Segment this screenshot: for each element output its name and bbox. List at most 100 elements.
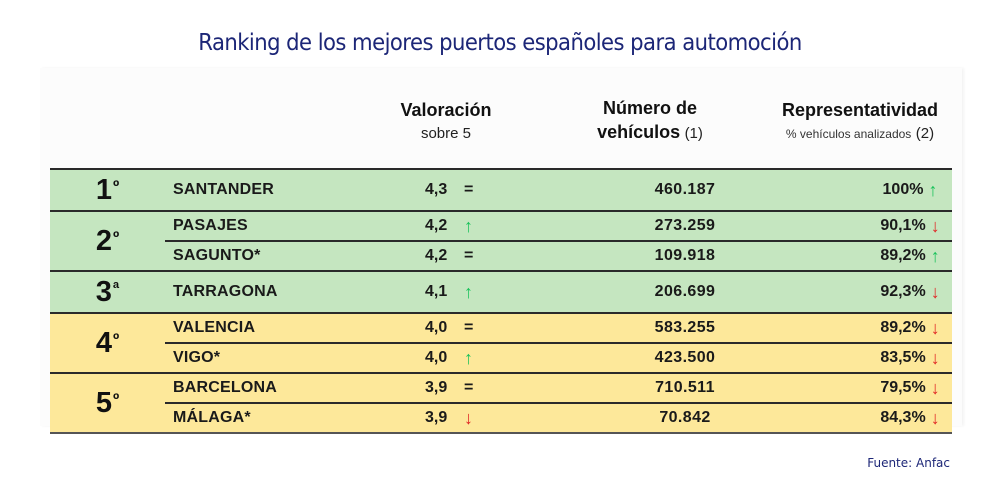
valoracion-cell: 4,2 ↑ bbox=[425, 212, 525, 240]
header-numero-line1: Número de bbox=[602, 98, 698, 118]
valoracion-trend-down-icon: ↓ bbox=[464, 407, 473, 428]
header-representatividad-title: Representatividad bbox=[781, 100, 939, 120]
valoracion-value: 4,1 bbox=[425, 283, 448, 300]
table-row: PASAJES 4,2 ↑ 273.259 90,1% ↓ bbox=[165, 212, 952, 240]
port-name: SANTANDER bbox=[173, 181, 275, 198]
rank-number: 2 bbox=[95, 224, 112, 257]
valoracion-trend-up-icon: ↑ bbox=[464, 347, 473, 368]
source-note: Fuente: Anfac bbox=[867, 456, 950, 470]
representatividad-value: 89,2% bbox=[880, 247, 926, 264]
representatividad-cell: 84,3% ↓ bbox=[805, 404, 1000, 432]
valoracion-trend-eq-icon: = bbox=[464, 247, 474, 264]
representatividad-value: 100% bbox=[882, 181, 924, 198]
representatividad-trend-down-icon: ↓ bbox=[930, 347, 940, 368]
vehiculos-value: 460.187 bbox=[654, 181, 716, 198]
representatividad-cell: 100% ↑ bbox=[805, 170, 1000, 210]
representatividad-trend-up-icon: ↑ bbox=[928, 179, 938, 200]
valoracion-trend-eq-icon: = bbox=[464, 379, 474, 396]
table-bottom-border bbox=[50, 432, 952, 434]
representatividad-cell: 83,5% ↓ bbox=[805, 344, 1000, 372]
vehiculos-value: 710.511 bbox=[655, 379, 715, 396]
representatividad-value: 79,5% bbox=[880, 379, 926, 396]
representatividad-trend-down-icon: ↓ bbox=[930, 407, 940, 428]
valoracion-cell: 4,0 = bbox=[425, 314, 525, 342]
representatividad-cell: 89,2% ↓ bbox=[805, 314, 1000, 342]
table-row: BARCELONA 3,9 = 710.511 79,5% ↓ bbox=[165, 374, 952, 402]
vehiculos-value: 273.259 bbox=[654, 217, 716, 234]
table-row: SAGUNTO* 4,2 = 109.918 89,2% ↑ bbox=[165, 240, 952, 270]
valoracion-value: 4,0 bbox=[425, 319, 448, 336]
header-representatividad-subtitle: % vehículos analizados bbox=[785, 127, 912, 141]
valoracion-cell: 4,3 = bbox=[425, 170, 525, 210]
table-row: VALENCIA 4,0 = 583.255 89,2% ↓ bbox=[165, 314, 952, 342]
rank-ordinal-suffix: º bbox=[112, 390, 120, 409]
representatividad-value: 83,5% bbox=[880, 349, 926, 366]
valoracion-cell: 4,1 ↑ bbox=[425, 272, 525, 312]
port-name: TARRAGONA bbox=[173, 283, 278, 300]
valoracion-cell: 3,9 = bbox=[425, 374, 525, 402]
valoracion-cell: 4,2 = bbox=[425, 242, 525, 270]
representatividad-cell: 89,2% ↑ bbox=[805, 242, 1000, 270]
vehiculos-value: 70.842 bbox=[659, 409, 711, 426]
vehiculos-value: 423.500 bbox=[654, 349, 716, 366]
representatividad-cell: 79,5% ↓ bbox=[805, 374, 1000, 402]
port-name: VIGO* bbox=[173, 349, 221, 366]
valoracion-value: 4,2 bbox=[425, 247, 448, 264]
page-title: Ranking de los mejores puertos españoles… bbox=[198, 30, 802, 56]
representatividad-trend-down-icon: ↓ bbox=[930, 377, 940, 398]
valoracion-trend-up-icon: ↑ bbox=[464, 281, 473, 302]
table-row: SANTANDER 4,3 = 460.187 100% ↑ bbox=[165, 170, 952, 210]
representatividad-trend-down-icon: ↓ bbox=[930, 281, 940, 302]
rank-number: 5 bbox=[95, 386, 112, 419]
representatividad-value: 84,3% bbox=[880, 409, 926, 426]
representatividad-value: 90,1% bbox=[880, 217, 926, 234]
port-name: PASAJES bbox=[173, 217, 248, 234]
valoracion-value: 4,2 bbox=[425, 217, 448, 234]
representatividad-cell: 90,1% ↓ bbox=[805, 212, 1000, 240]
header-representatividad-note: (2) bbox=[915, 125, 935, 142]
rank-number: 3 bbox=[95, 275, 112, 308]
valoracion-cell: 4,0 ↑ bbox=[425, 344, 525, 372]
representatividad-cell: 92,3% ↓ bbox=[805, 272, 1000, 312]
valoracion-value: 3,9 bbox=[425, 379, 448, 396]
vehiculos-value: 206.699 bbox=[654, 283, 716, 300]
vehiculos-value: 583.255 bbox=[654, 319, 716, 336]
port-name: SAGUNTO* bbox=[173, 247, 261, 264]
header-numero-line2: vehículos bbox=[597, 122, 681, 142]
representatividad-trend-down-icon: ↓ bbox=[930, 215, 940, 236]
rank-ordinal-suffix: º bbox=[112, 330, 120, 349]
table-row: VIGO* 4,0 ↑ 423.500 83,5% ↓ bbox=[165, 342, 952, 372]
valoracion-value: 4,3 bbox=[425, 181, 448, 198]
valoracion-value: 4,0 bbox=[425, 349, 448, 366]
representatividad-trend-down-icon: ↓ bbox=[930, 317, 940, 338]
rank-ordinal-suffix: º bbox=[112, 228, 120, 247]
header-numero-vehiculos: Número de vehículos (1) bbox=[570, 96, 730, 146]
valoracion-trend-eq-icon: = bbox=[464, 181, 474, 198]
rank-number: 1 bbox=[95, 173, 112, 206]
representatividad-trend-up-icon: ↑ bbox=[930, 245, 940, 266]
port-name: MÁLAGA* bbox=[173, 409, 251, 426]
header-numero-note: (1) bbox=[684, 125, 703, 142]
valoracion-trend-eq-icon: = bbox=[464, 319, 474, 336]
port-name: BARCELONA bbox=[173, 379, 278, 396]
representatividad-value: 89,2% bbox=[880, 319, 926, 336]
header-representatividad: Representatividad % vehículos analizados… bbox=[760, 98, 960, 146]
rank-ordinal-suffix: º bbox=[112, 177, 120, 196]
rank-number: 4 bbox=[95, 326, 112, 359]
valoracion-cell: 3,9 ↓ bbox=[425, 404, 525, 432]
table-row: MÁLAGA* 3,9 ↓ 70.842 84,3% ↓ bbox=[165, 402, 952, 432]
port-name: VALENCIA bbox=[173, 319, 256, 336]
representatividad-value: 92,3% bbox=[880, 283, 926, 300]
rank-ordinal-suffix: ª bbox=[112, 279, 120, 298]
